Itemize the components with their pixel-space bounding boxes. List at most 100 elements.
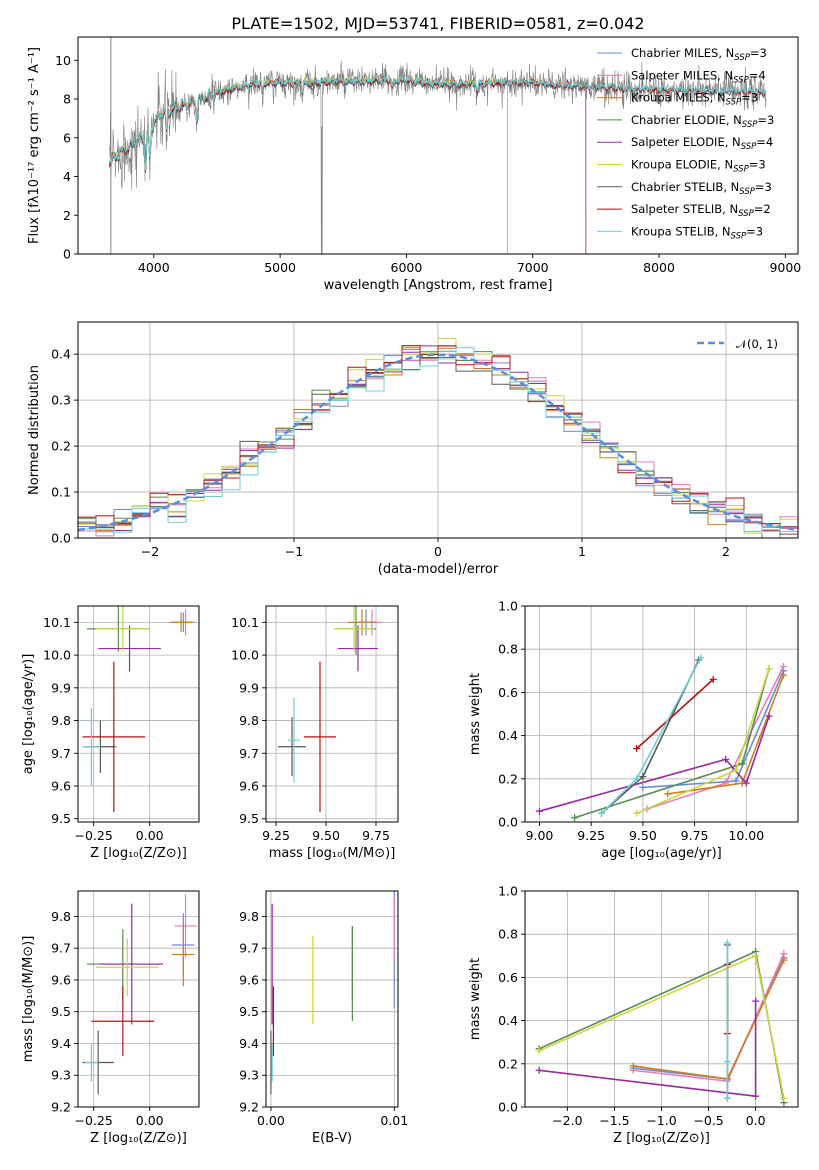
x-tick-label: 7000 bbox=[517, 260, 549, 275]
histogram-series bbox=[78, 356, 798, 538]
legend-label: Kroupa ELODIE, NSSP=3 bbox=[631, 158, 766, 175]
y-tick-label: 9.6 bbox=[51, 779, 71, 794]
y-tick-label: 9.5 bbox=[239, 811, 259, 826]
errorbar-point bbox=[348, 609, 376, 636]
errorbar-point bbox=[100, 903, 164, 1025]
errorbar-point bbox=[334, 606, 374, 652]
x-axis-label: age [log₁₀(age/yr)] bbox=[601, 846, 722, 861]
chart-age-vs-mass: 9.25 9.50 9.75 9.5 9.6 9.7 9.8 9.9 10.0 10.1 mass … bbox=[231, 605, 399, 861]
y-tick-label: 10.0 bbox=[43, 648, 71, 663]
weight-marker bbox=[752, 952, 760, 960]
x-tick-label: 0.01 bbox=[380, 1113, 408, 1128]
axes-frame bbox=[265, 605, 399, 823]
model-line bbox=[109, 74, 508, 254]
x-tick-label: 9.75 bbox=[362, 828, 390, 843]
plot-area bbox=[535, 939, 788, 1107]
weight-series bbox=[667, 674, 785, 795]
axes-frame bbox=[77, 36, 799, 255]
y-tick-label: 0.3 bbox=[51, 393, 71, 408]
weight-marker bbox=[723, 939, 731, 947]
errorbar-point bbox=[278, 717, 306, 777]
y-tick-label: 10.1 bbox=[43, 615, 71, 630]
weight-series bbox=[574, 668, 770, 819]
legend: 𝒩(0, 1) bbox=[697, 337, 778, 351]
x-axis-label: wavelength [Angstrom, rest frame] bbox=[324, 278, 553, 293]
y-axis-label: age [log₁₀(age/yr)] bbox=[21, 654, 36, 775]
weight-marker bbox=[732, 766, 740, 774]
y-tick-label: 0.6 bbox=[498, 970, 518, 985]
x-axis-label: Z [log₁₀(Z/Z⊙)] bbox=[613, 1131, 710, 1146]
x-axis-label: E(B-V) bbox=[312, 1131, 352, 1146]
y-tick-label: 9.6 bbox=[51, 972, 71, 987]
legend-label: 𝒩(0, 1) bbox=[736, 337, 778, 351]
weight-marker bbox=[629, 1062, 637, 1070]
legend-label: Kroupa STELIB, NSSP=3 bbox=[631, 224, 763, 241]
chart-mass-vs-ebv: 0.00 0.01 9.2 9.3 9.4 9.5 9.6 9.7 9.8 E(B-V) bbox=[239, 890, 408, 1146]
weight-marker bbox=[664, 790, 672, 798]
x-tick-label: 4000 bbox=[138, 260, 170, 275]
chart-age-vs-z: −0.25 0.00 9.5 9.6 9.7 9.8 9.9 10.0 10.1 Z [log₁₀… bbox=[21, 605, 200, 861]
weight-series bbox=[539, 1001, 757, 1098]
x-tick-label: −1 bbox=[285, 544, 303, 559]
axes-frame bbox=[524, 890, 799, 1108]
x-tick-label: 2 bbox=[722, 544, 730, 559]
y-tick-label: 9.5 bbox=[239, 1004, 259, 1019]
legend-label: Chabrier MILES, NSSP=3 bbox=[631, 46, 767, 63]
y-tick-label: 4 bbox=[63, 169, 71, 184]
errorbar-point bbox=[82, 661, 146, 813]
x-tick-label: 0 bbox=[434, 544, 442, 559]
legend-label: Salpeter STELIB, NSSP=2 bbox=[631, 202, 771, 219]
gridlines bbox=[266, 606, 398, 822]
y-tick-label: 9.7 bbox=[51, 746, 71, 761]
errorbar-point bbox=[98, 625, 161, 672]
y-tick-label: 0.2 bbox=[498, 1056, 518, 1071]
y-tick-label: 9.5 bbox=[51, 1004, 71, 1019]
errorbar-point bbox=[338, 625, 378, 672]
x-tick-label: 0.00 bbox=[136, 1113, 164, 1128]
weight-marker bbox=[633, 745, 641, 753]
y-tick-label: 9.4 bbox=[51, 1036, 71, 1051]
plot-area bbox=[82, 606, 195, 813]
x-tick-label: 9.25 bbox=[262, 828, 290, 843]
weight-marker bbox=[598, 809, 606, 817]
y-tick-label: 8 bbox=[63, 92, 71, 107]
errorbar-point bbox=[95, 938, 159, 996]
model-line bbox=[109, 76, 508, 254]
gridlines bbox=[78, 891, 199, 1108]
model-line bbox=[109, 75, 767, 171]
y-tick-label: 0.8 bbox=[498, 642, 518, 657]
y-tick-label: 9.8 bbox=[51, 713, 71, 728]
weight-marker bbox=[697, 654, 705, 662]
y-tick-label: 0.6 bbox=[498, 685, 518, 700]
plot-area bbox=[78, 338, 798, 538]
plot-area bbox=[270, 891, 395, 1095]
weight-series bbox=[636, 678, 714, 750]
y-tick-label: 0.4 bbox=[51, 347, 71, 362]
y-tick-label: 0.0 bbox=[498, 1100, 518, 1115]
x-tick-label: 9.50 bbox=[312, 828, 340, 843]
y-tick-label: 9.2 bbox=[51, 1100, 71, 1115]
x-tick-label: 9.25 bbox=[577, 828, 605, 843]
y-tick-label: 10.0 bbox=[231, 648, 259, 663]
x-tick-label: 0.0 bbox=[746, 1113, 766, 1128]
legend-label: Salpeter MILES, NSSP=4 bbox=[631, 68, 766, 85]
y-tick-label: 0.1 bbox=[51, 485, 71, 500]
x-tick-label: 5000 bbox=[264, 260, 296, 275]
model-line bbox=[109, 76, 508, 254]
y-axis-label: mass weight bbox=[468, 958, 483, 1040]
y-tick-label: 9.9 bbox=[239, 680, 259, 695]
y-tick-label: 9.7 bbox=[239, 746, 259, 761]
y-axis-label: mass [log₁₀(M/M⊙)] bbox=[21, 936, 36, 1063]
y-tick-label: 9.5 bbox=[51, 811, 71, 826]
errorbar-point bbox=[174, 894, 197, 958]
y-axis-label: mass weight bbox=[468, 673, 483, 755]
weight-marker bbox=[780, 950, 788, 958]
plot-area bbox=[278, 606, 382, 813]
y-tick-label: 9.8 bbox=[239, 909, 259, 924]
x-tick-label: 9.00 bbox=[526, 828, 554, 843]
y-tick-label: 9.9 bbox=[51, 680, 71, 695]
x-axis-label: (data-model)/error bbox=[378, 562, 499, 577]
chart-residuals: −2 −1 0 1 2 0.0 0.1 0.2 0.3 0.4 (data-model)/error… bbox=[27, 321, 799, 577]
plot-area bbox=[109, 37, 767, 254]
